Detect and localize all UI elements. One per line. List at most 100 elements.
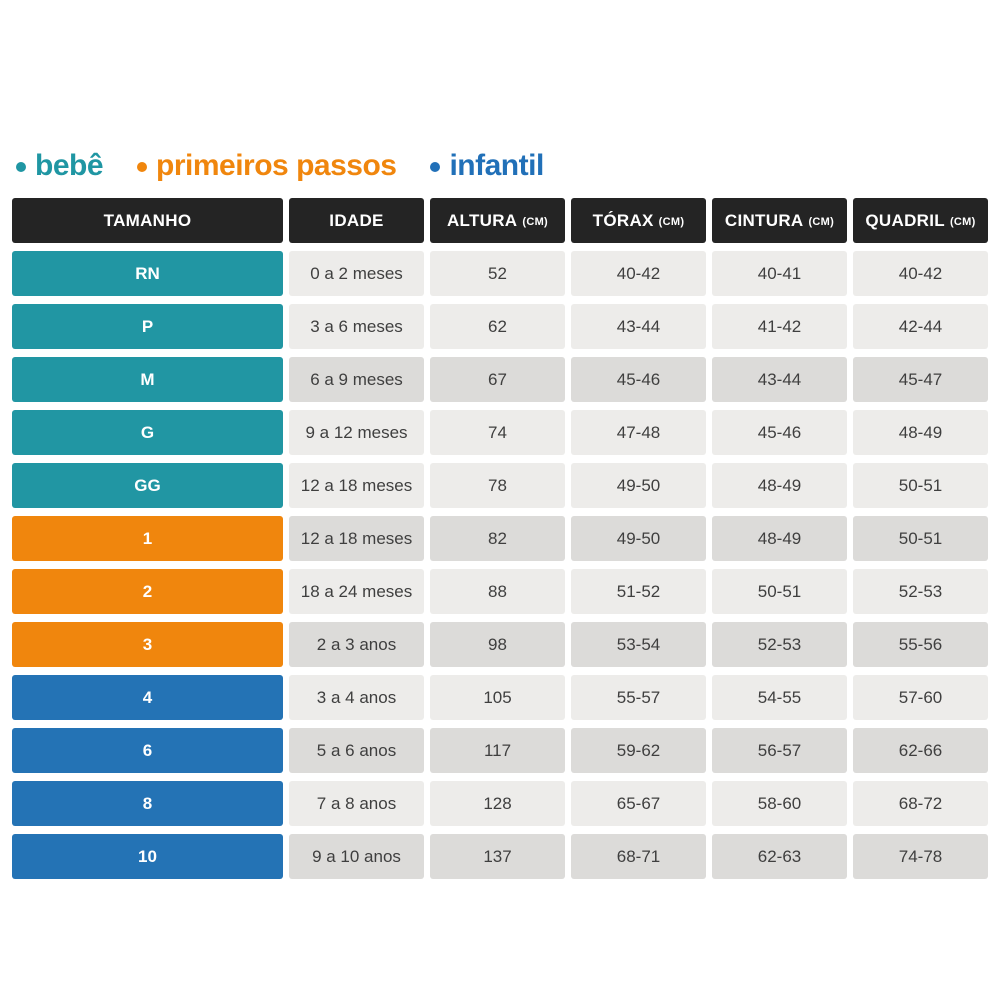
altura-cell: 62 [430,304,565,349]
cintura-cell: 40-41 [712,251,847,296]
torax-cell: 45-46 [571,357,706,402]
idade-cell: 5 a 6 anos [289,728,424,773]
table-row: 4 3 a 4 anos 105 55-57 54-55 57-60 [12,675,988,720]
legend: bebê primeiros passos infantil [16,146,988,186]
idade-cell: 0 a 2 meses [289,251,424,296]
table-row: P 3 a 6 meses 62 43-44 41-42 42-44 [12,304,988,349]
altura-cell: 67 [430,357,565,402]
size-cell: 6 [12,728,283,773]
table-row: 8 7 a 8 anos 128 65-67 58-60 68-72 [12,781,988,826]
header-label: IDADE [329,211,384,230]
idade-cell: 3 a 6 meses [289,304,424,349]
altura-cell: 117 [430,728,565,773]
altura-cell: 88 [430,569,565,614]
cintura-cell: 56-57 [712,728,847,773]
idade-cell: 18 a 24 meses [289,569,424,614]
torax-cell: 43-44 [571,304,706,349]
header-cell-idade: IDADE [289,198,424,243]
cintura-cell: 43-44 [712,357,847,402]
idade-cell: 12 a 18 meses [289,516,424,561]
legend-label-bebe: bebê [35,149,104,182]
cintura-cell: 48-49 [712,463,847,508]
header-label: ALTURA [446,211,518,230]
size-cell: 4 [12,675,283,720]
altura-cell: 74 [430,410,565,455]
size-cell: 10 [12,834,283,879]
torax-cell: 55-57 [571,675,706,720]
cintura-cell: 41-42 [712,304,847,349]
quadril-cell: 68-72 [853,781,988,826]
quadril-cell: 52-53 [853,569,988,614]
cintura-cell: 62-63 [712,834,847,879]
idade-cell: 7 a 8 anos [289,781,424,826]
quadril-cell: 55-56 [853,622,988,667]
torax-cell: 47-48 [571,410,706,455]
size-table: TAMANHO IDADE ALTURA (CM) TÓRAX (CM) CIN… [12,198,988,879]
header-label: QUADRIL [865,211,945,230]
altura-cell: 52 [430,251,565,296]
altura-cell: 128 [430,781,565,826]
idade-cell: 9 a 10 anos [289,834,424,879]
legend-item-primeiros-passos: primeiros passos [137,149,397,183]
header-cell-cintura: CINTURA (CM) [712,198,847,243]
header-cell-tamanho: TAMANHO [12,198,283,243]
altura-cell: 105 [430,675,565,720]
torax-cell: 59-62 [571,728,706,773]
altura-cell: 98 [430,622,565,667]
altura-cell: 82 [430,516,565,561]
cintura-cell: 54-55 [712,675,847,720]
cintura-cell: 50-51 [712,569,847,614]
quadril-cell: 62-66 [853,728,988,773]
table-row: M 6 a 9 meses 67 45-46 43-44 45-47 [12,357,988,402]
quadril-cell: 42-44 [853,304,988,349]
table-row: 2 18 a 24 meses 88 51-52 50-51 52-53 [12,569,988,614]
size-cell: 3 [12,622,283,667]
quadril-cell: 40-42 [853,251,988,296]
idade-cell: 9 a 12 meses [289,410,424,455]
bullet-icon [137,162,148,172]
torax-cell: 40-42 [571,251,706,296]
header-cell-altura: ALTURA (CM) [430,198,565,243]
size-cell: RN [12,251,283,296]
table-row: 6 5 a 6 anos 117 59-62 56-57 62-66 [12,728,988,773]
cintura-cell: 52-53 [712,622,847,667]
cintura-cell: 48-49 [712,516,847,561]
torax-cell: 49-50 [571,516,706,561]
header-label: TÓRAX [592,211,654,230]
torax-cell: 65-67 [571,781,706,826]
bullet-icon [16,162,26,172]
table-row: 3 2 a 3 anos 98 53-54 52-53 55-56 [12,622,988,667]
size-cell: M [12,357,283,402]
bullet-icon [430,162,441,172]
table-body: RN 0 a 2 meses 52 40-42 40-41 40-42 P 3 … [12,251,988,879]
table-row: GG 12 a 18 meses 78 49-50 48-49 50-51 [12,463,988,508]
size-cell: P [12,304,283,349]
torax-cell: 51-52 [571,569,706,614]
altura-cell: 137 [430,834,565,879]
size-cell: 1 [12,516,283,561]
torax-cell: 49-50 [571,463,706,508]
table-row: G 9 a 12 meses 74 47-48 45-46 48-49 [12,410,988,455]
table-header-row: TAMANHO IDADE ALTURA (CM) TÓRAX (CM) CIN… [12,198,988,243]
header-unit: (CM) [808,215,835,228]
table-row: RN 0 a 2 meses 52 40-42 40-41 40-42 [12,251,988,296]
idade-cell: 12 a 18 meses [289,463,424,508]
idade-cell: 2 a 3 anos [289,622,424,667]
legend-item-bebe: bebê [16,149,104,183]
header-unit: (CM) [522,215,549,228]
size-cell: 2 [12,569,283,614]
quadril-cell: 45-47 [853,357,988,402]
legend-label-primeiros-passos: primeiros passos [156,149,397,182]
size-cell: GG [12,463,283,508]
header-cell-quadril: QUADRIL (CM) [853,198,988,243]
header-cell-torax: TÓRAX (CM) [571,198,706,243]
header-unit: (CM) [949,215,976,228]
torax-cell: 68-71 [571,834,706,879]
size-cell: 8 [12,781,283,826]
quadril-cell: 48-49 [853,410,988,455]
torax-cell: 53-54 [571,622,706,667]
cintura-cell: 58-60 [712,781,847,826]
header-label: TAMANHO [103,211,192,230]
table-row: 10 9 a 10 anos 137 68-71 62-63 74-78 [12,834,988,879]
